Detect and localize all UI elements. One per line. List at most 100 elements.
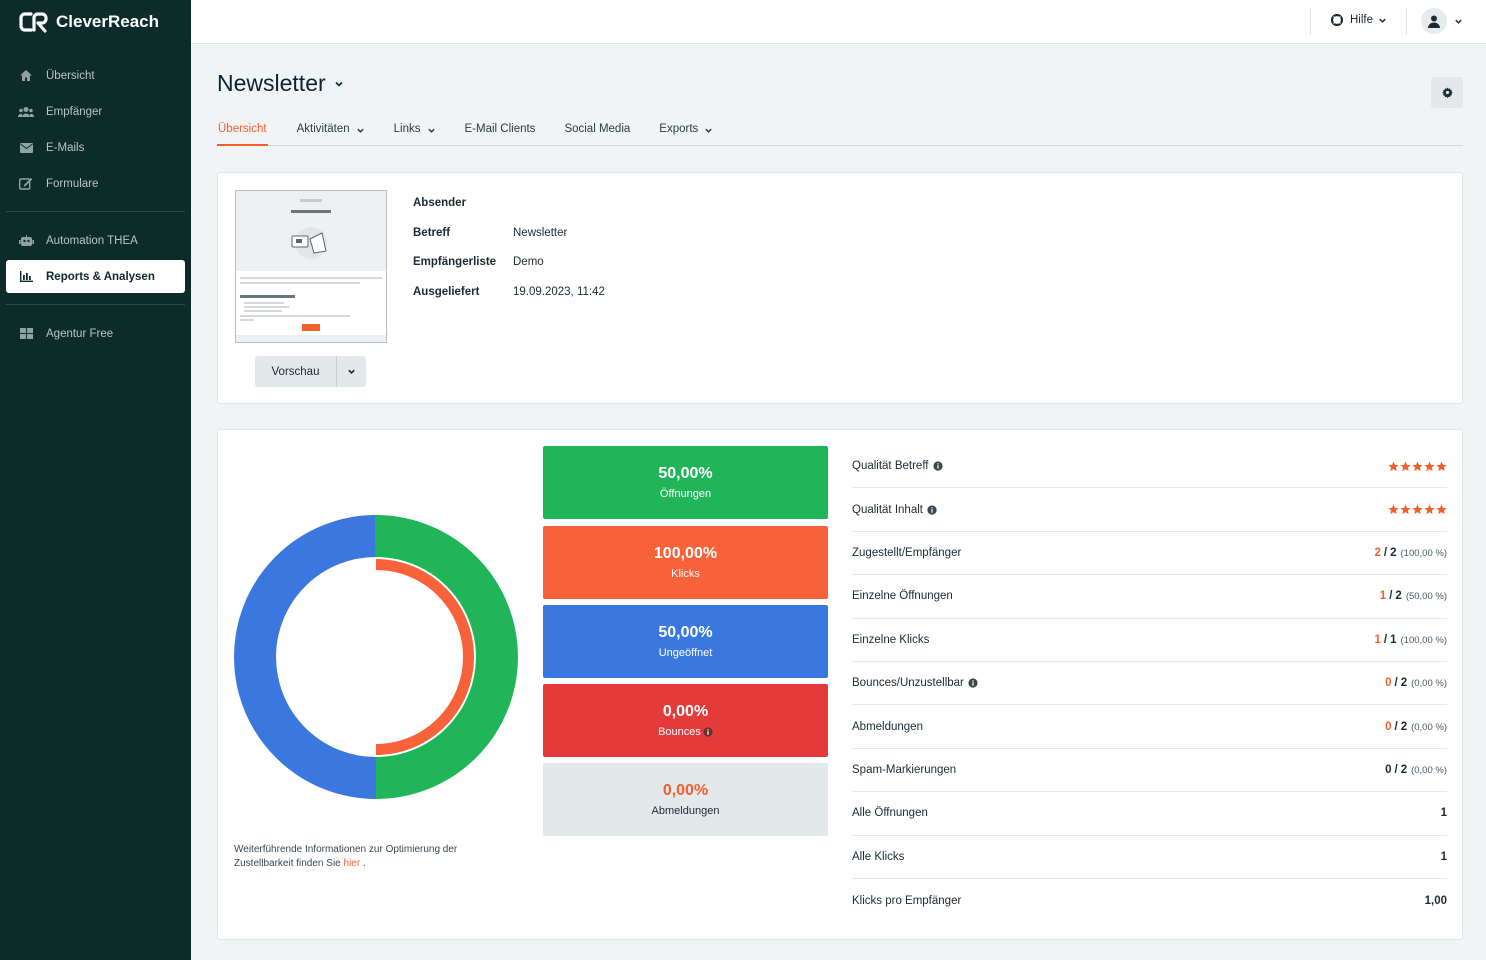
metric-denominator: 2 — [1400, 720, 1408, 733]
metric-numerator: 0 — [1385, 720, 1392, 733]
newsletter-thumbnail[interactable] — [235, 190, 387, 343]
metric-label-text: Einzelne Öffnungen — [852, 590, 953, 603]
metrics-list: Qualität Betreff Qualität Inhalt Zugestell… — [852, 445, 1447, 922]
star-icon — [1388, 461, 1399, 471]
metric-label: Alle Öffnungen — [852, 807, 928, 819]
logo[interactable]: CleverReach — [0, 0, 191, 44]
tab-social-media[interactable]: Social Media — [564, 118, 630, 146]
metric-separator: / — [1383, 546, 1388, 559]
meta-value: Newsletter — [513, 226, 568, 239]
rating-stars — [1387, 504, 1447, 515]
metric-percent: (0,00 %) — [1411, 764, 1447, 776]
tab-exports[interactable]: Exports — [659, 118, 713, 146]
metric-value: 2 / 2 (100,00 %) — [1375, 547, 1448, 559]
meta-key: Ausgeliefert — [413, 285, 480, 298]
info-icon[interactable] — [927, 504, 937, 515]
stat-tile-unopened[interactable]: 50,00% Ungeöffnet — [543, 605, 828, 678]
help-menu[interactable]: Hilfe — [1331, 14, 1387, 26]
stat-label: Ungeöffnet — [658, 647, 713, 659]
metric-denominator: 2 — [1390, 546, 1397, 559]
page-title[interactable]: Newsletter — [217, 70, 344, 97]
chevron-down-icon — [1379, 18, 1386, 23]
metric-value: 0 / 2 (0,00 %) — [1385, 764, 1447, 776]
star-icon — [1412, 504, 1423, 515]
sidebar-divider — [6, 304, 185, 305]
star-icon — [1400, 461, 1411, 471]
meta-key: Empfängerliste — [413, 256, 497, 268]
meta-row: Absender — [413, 197, 605, 227]
metric-numerator: 0 — [1385, 677, 1392, 690]
sidebar-item-automation[interactable]: Automation THEA — [6, 224, 185, 257]
tab-email-clients[interactable]: E-Mail Clients — [465, 118, 536, 146]
deliverability-link[interactable]: hier — [343, 858, 361, 869]
metric-label: Einzelne Öffnungen — [852, 590, 953, 602]
sidebar-item-uebersicht[interactable]: Übersicht — [6, 59, 185, 92]
sidebar-item-label: Übersicht — [46, 69, 95, 82]
metric-label-text: Klicks pro Empfänger — [852, 894, 962, 907]
grid-icon — [18, 326, 34, 342]
info-icon[interactable] — [932, 461, 943, 471]
metric-number: 1,00 — [1424, 894, 1447, 907]
metric-label-text: Zugestellt/Empfänger — [852, 546, 962, 559]
info-icon[interactable] — [703, 727, 713, 737]
donut-segment-unopened — [233, 515, 377, 799]
metric-denominator: 1 — [1390, 633, 1397, 646]
tab-label: Exports — [659, 123, 699, 135]
user-menu[interactable] — [1421, 8, 1463, 34]
stat-tile-unsubscribes[interactable]: 0,00% Abmeldungen — [543, 763, 828, 836]
stat-value: 100,00% — [653, 545, 718, 562]
sidebar-item-empfaenger[interactable]: Empfänger — [6, 95, 185, 128]
metric-label-text: Qualität Inhalt — [852, 503, 923, 516]
deliverability-note-end: . — [362, 858, 366, 869]
sidebar-item-formulare[interactable]: Formulare — [6, 167, 185, 200]
metric-row: Einzelne Klicks 1 / 1 (100,00 %) — [852, 619, 1447, 662]
tab-aktivitaeten[interactable]: Aktivitäten — [297, 118, 365, 146]
stat-tile-opens[interactable]: 50,00% Öffnungen — [543, 446, 828, 519]
chevron-down-icon — [356, 128, 364, 133]
metric-label-text: Alle Klicks — [852, 850, 905, 863]
meta-value: Demo — [513, 256, 544, 268]
metric-separator: / — [1389, 590, 1393, 603]
chevron-down-icon — [335, 81, 343, 87]
sidebar-item-emails[interactable]: E-Mails — [6, 131, 185, 164]
star-icon — [1436, 461, 1447, 471]
deliverability-note: Weiterführende Informationen zur Optimie… — [234, 843, 494, 871]
stat-tile-clicks[interactable]: 100,00% Klicks — [543, 526, 828, 599]
stat-label: Öffnungen — [659, 488, 712, 500]
topbar-divider — [1406, 8, 1407, 35]
meta-row: Ausgeliefert 19.09.2023, 11:42 — [413, 286, 605, 316]
newsletter-preview-image — [236, 191, 386, 342]
metric-label-text: Alle Öffnungen — [852, 807, 928, 820]
sidebar-item-agentur[interactable]: Agentur Free — [6, 317, 185, 350]
tab-label: Aktivitäten — [296, 123, 350, 135]
tab-links[interactable]: Links — [394, 118, 436, 146]
sidebar-divider — [6, 211, 185, 212]
sidebar-item-label: Formulare — [46, 177, 99, 190]
stat-label: Klicks — [671, 568, 700, 580]
metric-percent: (0,00 %) — [1411, 678, 1447, 690]
metric-row: Qualität Betreff — [852, 445, 1447, 489]
app-name: CleverReach — [56, 12, 160, 31]
chevron-down-icon — [705, 128, 712, 133]
metric-percent: (100,00 %) — [1400, 634, 1447, 646]
metric-label: Zugestellt/Empfänger — [852, 547, 961, 559]
rating-stars — [1387, 461, 1447, 472]
metric-numerator: 0 — [1385, 763, 1392, 776]
settings-button[interactable] — [1431, 77, 1463, 108]
robot-icon — [18, 233, 34, 249]
sidebar-item-reports[interactable]: Reports & Analysen — [6, 260, 185, 293]
mailing-info-card: Vorschau Absender Betreff Newsletter Empf… — [217, 172, 1463, 404]
preview-dropdown-toggle[interactable] — [336, 356, 366, 387]
tab-uebersicht[interactable]: Übersicht — [217, 118, 268, 146]
stat-tile-bounces[interactable]: 0,00% Bounces — [543, 684, 828, 757]
sidebar-item-label: Automation THEA — [46, 234, 138, 247]
info-icon[interactable] — [968, 678, 978, 688]
stat-value: 0,00% — [662, 782, 709, 799]
star-icon — [1424, 504, 1435, 515]
user-icon — [1428, 15, 1440, 28]
tab-label: Social Media — [564, 123, 631, 135]
metric-label: Alle Klicks — [852, 851, 904, 863]
star-icon — [1400, 504, 1411, 515]
preview-button[interactable]: Vorschau — [255, 356, 336, 387]
metric-value: 0 / 2 (0,00 %) — [1385, 721, 1447, 733]
